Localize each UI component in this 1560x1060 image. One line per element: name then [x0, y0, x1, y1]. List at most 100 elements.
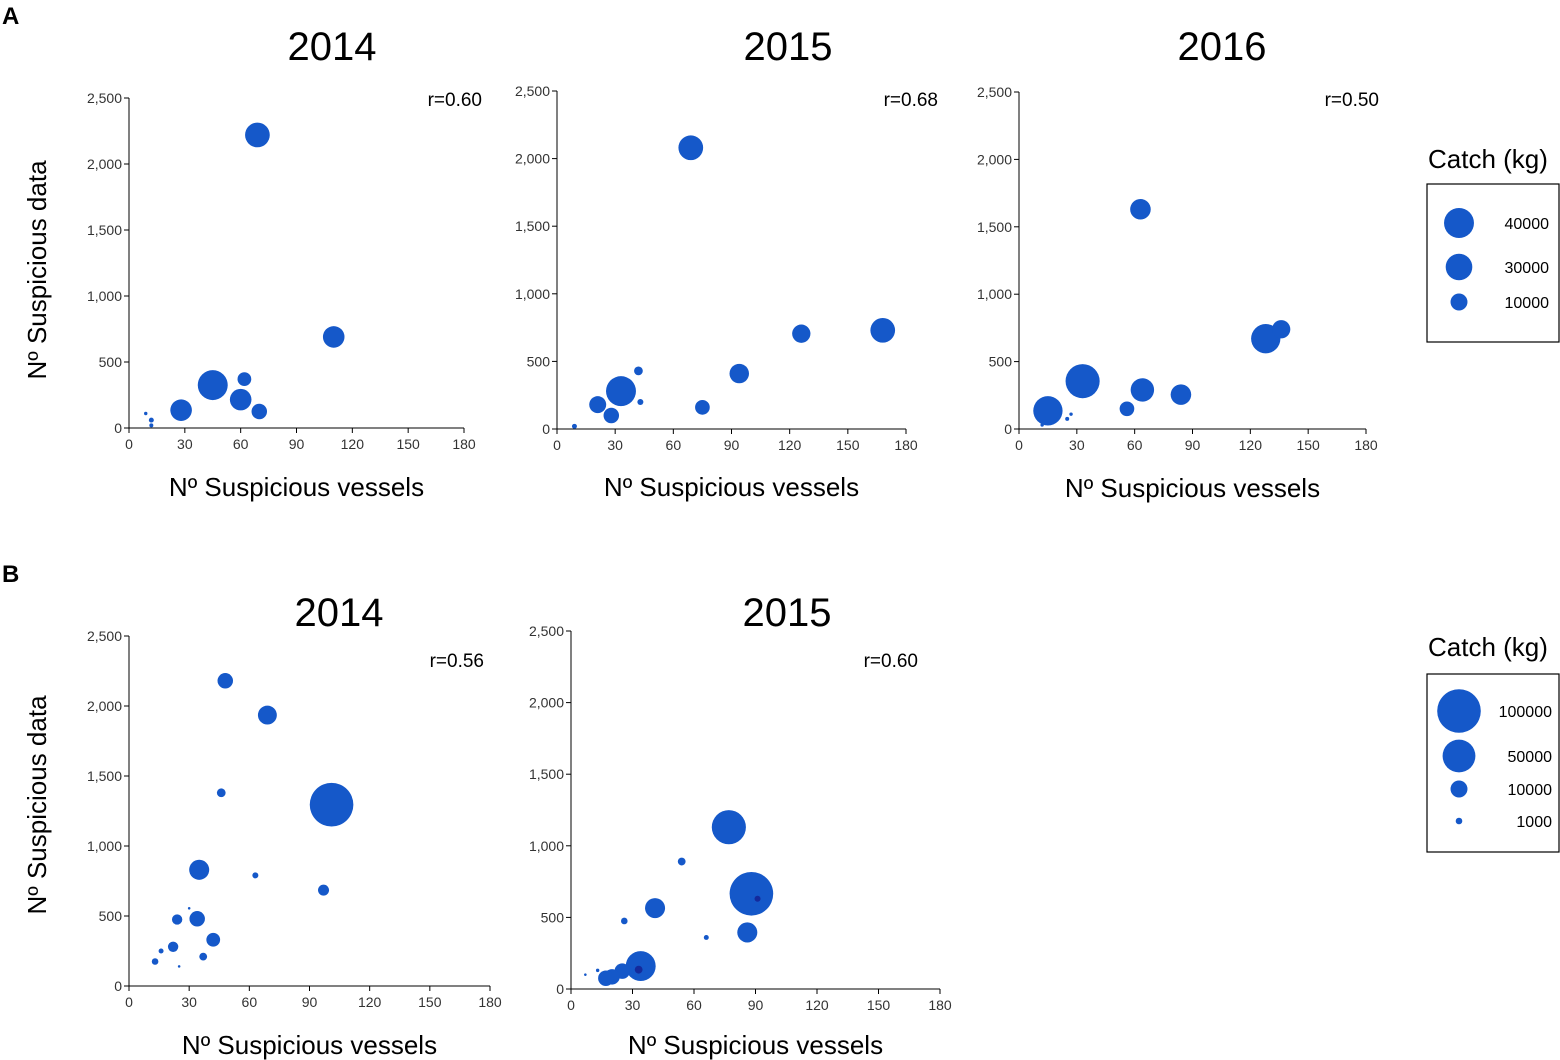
x-tick-label: 90	[724, 437, 740, 453]
data-point	[598, 970, 614, 986]
data-point	[182, 402, 188, 408]
chart-title: 2015	[744, 25, 833, 69]
y-tick-label: 0	[556, 981, 564, 997]
legend-a-box	[1426, 183, 1560, 343]
data-point	[170, 399, 192, 421]
x-tick-label: 0	[567, 997, 575, 1013]
data-point	[167, 941, 179, 952]
x-tick-label: 180	[478, 994, 502, 1010]
data-point	[1040, 423, 1044, 427]
y-tick-label: 2,500	[515, 83, 550, 99]
data-point	[1069, 412, 1073, 416]
data-point	[1170, 384, 1192, 405]
x-tick-label: 120	[341, 436, 365, 452]
data-point	[634, 965, 643, 974]
y-tick-label: 500	[527, 353, 551, 369]
x-tick-label: 30	[625, 997, 641, 1013]
x-tick-label: 0	[1015, 437, 1023, 453]
data-point	[1130, 198, 1151, 220]
data-point	[729, 871, 774, 916]
data-point	[1065, 416, 1070, 421]
data-point	[703, 934, 709, 940]
data-point	[584, 973, 587, 976]
data-point	[1119, 401, 1135, 417]
data-point	[792, 324, 811, 343]
chart-a-2014: 2014 r=0.60 0 30 60 90 120 150 180 0 500 1,000 1,500…	[22, 25, 482, 502]
x-tick-label: 180	[928, 997, 952, 1013]
data-point	[678, 135, 704, 161]
data-point	[1033, 396, 1063, 426]
chart-b-2015: 2015 r=0.60 0 30 60 90 120 150 180 0 500 1,000 1,500…	[529, 591, 952, 1060]
data-point	[695, 400, 710, 415]
x-tick-label: 0	[553, 437, 561, 453]
x-axis-label: Nº Suspicious vessels	[182, 1030, 437, 1060]
data-point	[245, 122, 270, 148]
legend-label: 40000	[1505, 216, 1550, 233]
data-point	[217, 673, 234, 689]
data-point	[1272, 320, 1291, 339]
x-tick-label: 60	[233, 436, 249, 452]
correlation-label: r=0.50	[1325, 90, 1379, 111]
data-point	[251, 403, 268, 420]
legend-swatch	[1445, 253, 1473, 281]
y-axis-label: Nº Suspicious data	[22, 695, 52, 915]
x-tick-label: 60	[242, 994, 258, 1010]
data-point	[571, 423, 577, 429]
x-tick-label: 180	[452, 436, 476, 452]
x-tick-label: 60	[666, 437, 682, 453]
legend-swatch	[1444, 208, 1474, 238]
y-tick-label: 2,000	[977, 151, 1012, 167]
correlation-label: r=0.56	[430, 651, 484, 672]
data-point	[189, 859, 210, 880]
x-tick-label: 30	[607, 437, 623, 453]
data-point	[199, 952, 208, 961]
legend-b-box	[1426, 673, 1560, 853]
y-tick-label: 500	[541, 909, 565, 925]
data-point	[144, 411, 148, 416]
data-point	[151, 958, 159, 965]
legend-b-title: Catch (kg)	[1428, 632, 1548, 662]
y-tick-label: 2,000	[87, 156, 122, 172]
correlation-label: r=0.60	[864, 651, 918, 672]
legend-swatch	[1450, 780, 1468, 798]
legend-label: 1000	[1516, 814, 1552, 831]
y-tick-label: 1,000	[87, 838, 122, 854]
y-tick-label: 0	[542, 421, 550, 437]
legend-label: 100000	[1499, 704, 1552, 721]
y-tick-label: 0	[114, 420, 122, 436]
data-point	[589, 396, 607, 414]
x-tick-label: 120	[1239, 437, 1263, 453]
data-point	[625, 951, 656, 982]
legend-swatch	[1442, 739, 1476, 773]
data-point	[870, 317, 896, 343]
x-tick-label: 180	[1354, 437, 1378, 453]
y-tick-label: 1,000	[87, 288, 122, 304]
y-tick-label: 0	[1004, 421, 1012, 437]
data-point	[729, 363, 749, 384]
x-tick-label: 0	[125, 994, 133, 1010]
legend-label: 50000	[1508, 749, 1553, 766]
y-tick-label: 1,500	[529, 766, 564, 782]
x-tick-label: 150	[1296, 437, 1320, 453]
legend-swatch	[1437, 689, 1481, 733]
correlation-label: r=0.60	[428, 90, 482, 111]
y-tick-label: 1,000	[515, 286, 550, 302]
data-point	[322, 326, 345, 348]
data-point	[318, 884, 330, 896]
y-tick-label: 1,000	[529, 838, 564, 854]
y-tick-label: 2,000	[87, 698, 122, 714]
data-point	[148, 417, 154, 423]
legend-swatch	[1450, 293, 1468, 311]
x-tick-label: 180	[894, 437, 918, 453]
data-point	[237, 372, 252, 387]
y-tick-label: 1,500	[515, 218, 550, 234]
y-tick-label: 500	[989, 354, 1013, 370]
y-tick-label: 0	[114, 978, 122, 994]
legend-a-entries: 40000 30000 10000	[1444, 208, 1549, 312]
x-tick-label: 120	[778, 437, 802, 453]
data-point	[606, 376, 636, 407]
chart-title: 2014	[288, 25, 377, 69]
data-point	[621, 917, 628, 925]
y-tick-label: 2,500	[977, 84, 1012, 100]
